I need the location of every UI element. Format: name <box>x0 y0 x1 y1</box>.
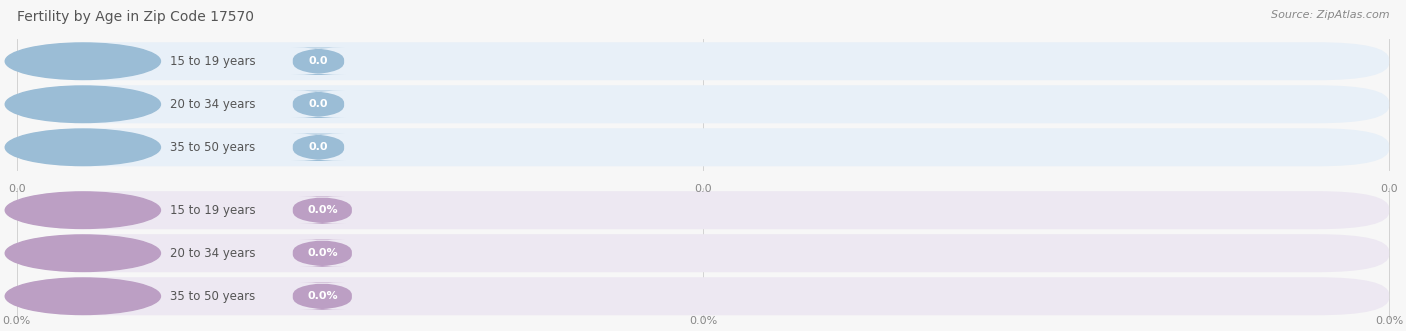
Text: 0.0: 0.0 <box>309 142 328 152</box>
FancyBboxPatch shape <box>17 234 1389 272</box>
Text: 0.0%: 0.0% <box>307 248 337 258</box>
FancyBboxPatch shape <box>292 283 352 310</box>
Circle shape <box>6 43 160 79</box>
Text: 0.0%: 0.0% <box>1375 316 1403 326</box>
Text: Fertility by Age in Zip Code 17570: Fertility by Age in Zip Code 17570 <box>17 10 254 24</box>
Text: 15 to 19 years: 15 to 19 years <box>170 204 256 217</box>
Circle shape <box>6 192 160 228</box>
Circle shape <box>6 235 160 271</box>
FancyBboxPatch shape <box>17 128 1389 166</box>
Text: 0.0: 0.0 <box>309 99 328 109</box>
Circle shape <box>6 86 160 122</box>
FancyBboxPatch shape <box>292 240 352 267</box>
Text: 0.0: 0.0 <box>309 56 328 66</box>
Text: 15 to 19 years: 15 to 19 years <box>170 55 256 68</box>
FancyBboxPatch shape <box>292 91 344 118</box>
Text: 0.0%: 0.0% <box>307 291 337 301</box>
Text: 0.0%: 0.0% <box>3 316 31 326</box>
Text: 0.0: 0.0 <box>695 184 711 194</box>
Circle shape <box>6 129 160 166</box>
Text: 20 to 34 years: 20 to 34 years <box>170 247 256 260</box>
Text: 35 to 50 years: 35 to 50 years <box>170 141 256 154</box>
FancyBboxPatch shape <box>17 42 1389 80</box>
Text: 0.0: 0.0 <box>1381 184 1398 194</box>
FancyBboxPatch shape <box>292 134 344 161</box>
Text: 20 to 34 years: 20 to 34 years <box>170 98 256 111</box>
FancyBboxPatch shape <box>292 48 344 75</box>
FancyBboxPatch shape <box>17 85 1389 123</box>
Text: Source: ZipAtlas.com: Source: ZipAtlas.com <box>1271 10 1389 20</box>
FancyBboxPatch shape <box>17 191 1389 229</box>
Text: 0.0%: 0.0% <box>689 316 717 326</box>
FancyBboxPatch shape <box>17 277 1389 315</box>
Text: 35 to 50 years: 35 to 50 years <box>170 290 256 303</box>
Circle shape <box>6 278 160 314</box>
Text: 0.0: 0.0 <box>8 184 25 194</box>
Text: 0.0%: 0.0% <box>307 205 337 215</box>
FancyBboxPatch shape <box>292 197 352 224</box>
